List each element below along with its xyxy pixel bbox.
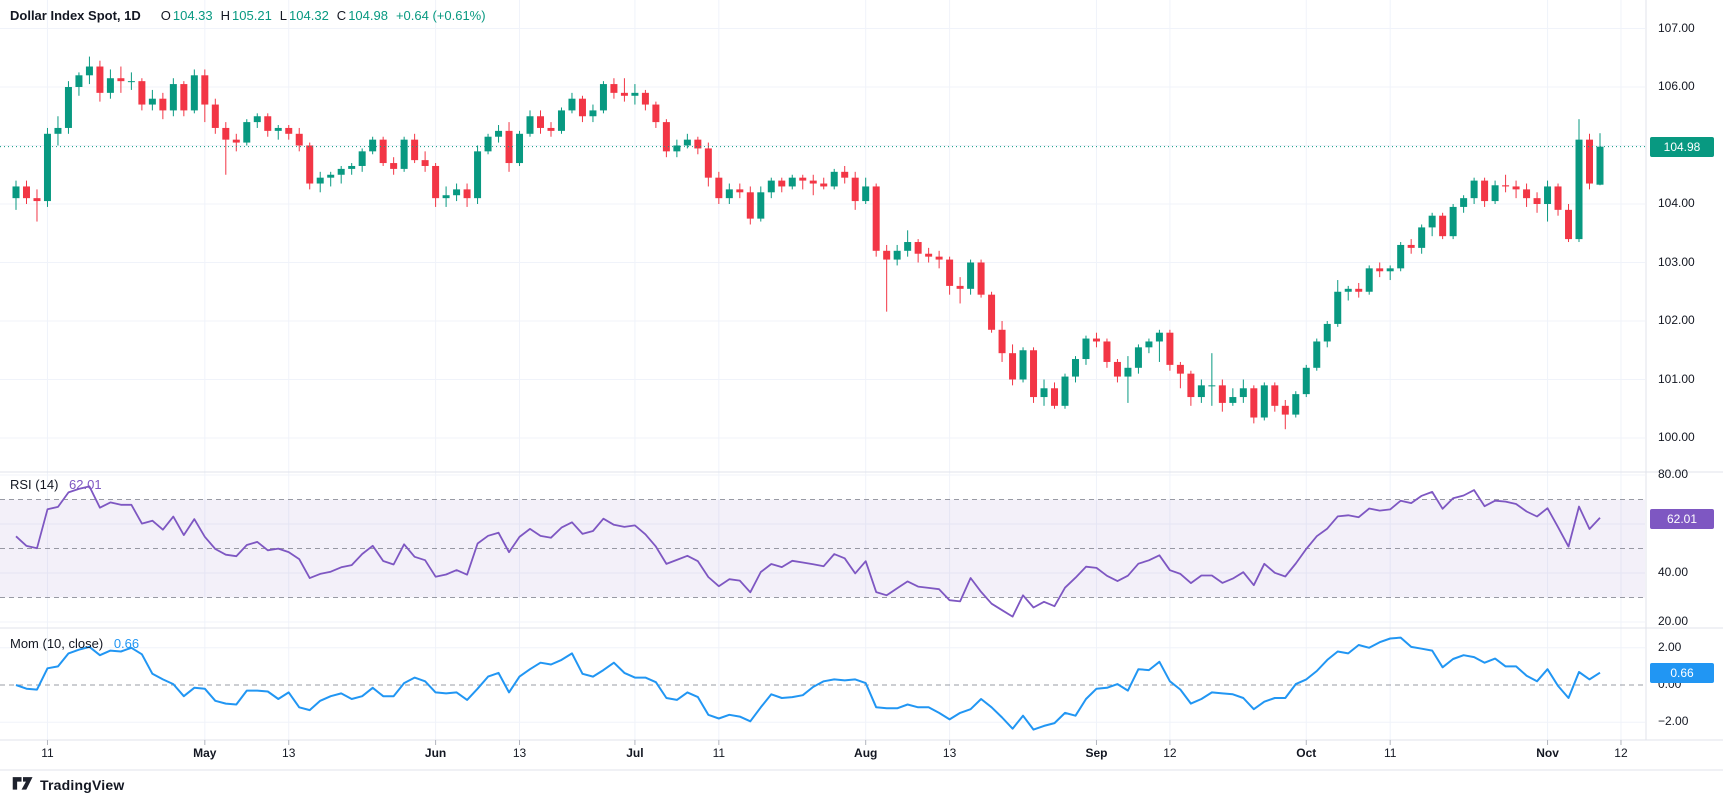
price-axis-label: 106.00 [1658,79,1695,93]
time-axis-label: 12 [1614,746,1628,760]
time-axis-label: Sep [1085,746,1108,760]
time-axis-label: 11 [1383,746,1397,760]
mom-label: Mom (10, close) [10,636,104,651]
rsi-value: 62.01 [69,477,102,492]
time-axis-label: Aug [854,746,878,760]
tradingview-logo[interactable]: TradingView [12,776,124,793]
rsi-label: RSI (14) [10,477,59,492]
ohlc-high-value: 105.21 [232,8,272,23]
time-axis-label: 13 [282,746,296,760]
rsi-indicator-legend[interactable]: RSI (14) 62.01 [10,477,102,492]
mom-axis-label: 2.00 [1658,639,1682,654]
symbol-title[interactable]: Dollar Index Spot, 1D [10,8,141,23]
ohlc-low-label: L [279,8,288,23]
last-price-badge: 104.98 [1650,136,1714,157]
price-axis-label: 101.00 [1658,371,1695,386]
time-axis-label: Nov [1536,746,1559,760]
ohlc-close-value: 104.98 [348,8,388,23]
tradingview-logo-text: TradingView [40,776,125,793]
mom-indicator-legend[interactable]: Mom (10, close) 0.66 [10,636,139,651]
time-axis-label: 12 [1163,746,1177,760]
ohlc-change: +0.64 (+0.61%) [395,8,486,23]
rsi-axis-label: 20.00 [1658,614,1689,628]
mom-value-badge: 0.66 [1650,662,1714,683]
rsi-axis-label: 40.00 [1658,565,1689,579]
price-axis-label: 107.00 [1658,20,1695,35]
time-axis-label: 13 [512,746,527,760]
ohlc-high-label: H [220,8,231,23]
time-axis-label: 11 [712,746,726,760]
time-axis-label: May [193,746,217,760]
price-axis-label: 100.00 [1658,430,1695,444]
ohlc-open-value: 104.33 [172,8,213,23]
time-axis-label: 11 [41,746,54,760]
price-axis-label: 103.00 [1658,254,1695,269]
time-axis-label: Oct [1296,746,1317,760]
time-axis-label: Jun [424,746,447,760]
price-axis-label: 104.00 [1658,196,1695,210]
mom-axis-label: −2.00 [1658,714,1689,729]
mom-value: 0.66 [113,636,140,651]
time-axis-label: 13 [942,746,957,760]
tradingview-logo-icon [12,777,33,790]
rsi-value-badge: 62.01 [1650,509,1714,530]
ohlc-close-label: C [336,8,347,23]
price-axis-label: 102.00 [1658,313,1695,327]
time-axis-label: Jul [626,746,644,760]
ohlc-open-label: O [160,8,171,23]
ohlc-low-value: 104.32 [289,8,329,23]
rsi-axis-label: 80.00 [1658,467,1689,481]
